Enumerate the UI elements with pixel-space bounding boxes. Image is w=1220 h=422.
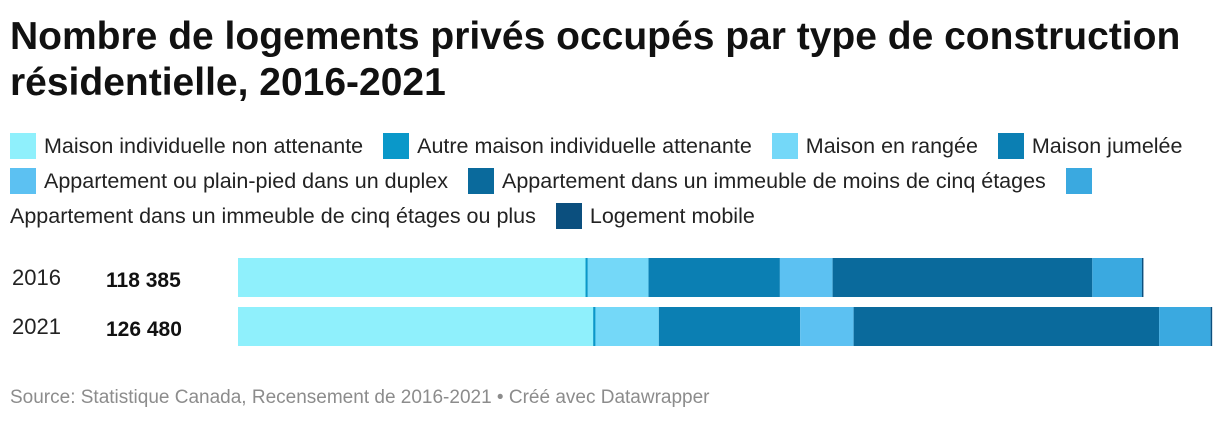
chart-legend: Maison individuelle non attenante Autre … bbox=[10, 129, 1215, 234]
legend-swatch bbox=[468, 168, 494, 194]
legend-label: Maison jumelée bbox=[1031, 134, 1183, 158]
legend-swatch bbox=[1065, 168, 1092, 194]
bar-segment bbox=[853, 307, 1160, 346]
legend-item: Maison jumelée bbox=[997, 133, 1183, 159]
legend-label: Appartement ou plain-pied dans un duplex bbox=[44, 169, 449, 193]
legend-label: Appartement dans un immeuble de moins de… bbox=[502, 169, 1046, 193]
bar-segment bbox=[587, 258, 649, 297]
legend-swatch bbox=[10, 133, 36, 159]
bar-segment bbox=[1141, 258, 1144, 297]
bar-segment bbox=[238, 258, 586, 297]
bar-segment bbox=[1092, 258, 1142, 297]
legend-swatch bbox=[771, 133, 798, 159]
bar-segment bbox=[648, 258, 780, 297]
bar-segment bbox=[593, 307, 596, 346]
legend-swatch bbox=[10, 168, 36, 194]
stacked-bar-chart: 2016 118 385 2021 126 480 bbox=[12, 258, 1213, 346]
legend-swatch bbox=[383, 133, 410, 159]
legend-item: Appartement dans un immeuble de moins de… bbox=[468, 168, 1046, 194]
legend-item: Autre maison individuelle attenante bbox=[383, 133, 752, 159]
chart-title: Nombre de logements privés occupés par t… bbox=[10, 15, 1181, 104]
category-label: 2016 bbox=[12, 265, 61, 290]
bar-segment bbox=[238, 307, 594, 346]
legend-item: Appartement ou plain-pied dans un duplex bbox=[10, 168, 449, 194]
legend-item: Maison individuelle non attenante bbox=[10, 133, 364, 159]
legend-label: Maison en rangée bbox=[805, 134, 978, 158]
legend-swatch bbox=[997, 133, 1024, 159]
total-label: 118 385 bbox=[106, 269, 181, 292]
category-label: 2021 bbox=[12, 314, 61, 339]
bar-segment bbox=[800, 307, 854, 346]
legend-label: Autre maison individuelle attenante bbox=[417, 134, 752, 158]
legend-item: Maison en rangée bbox=[771, 133, 978, 159]
legend-label: Maison individuelle non attenante bbox=[44, 134, 364, 158]
legend-swatch bbox=[555, 203, 582, 229]
legend-item: Logement mobile bbox=[555, 203, 755, 229]
bar-segment bbox=[779, 258, 833, 297]
legend-label: Appartement dans un immeuble de cinq éta… bbox=[10, 204, 536, 228]
bar-segment bbox=[595, 307, 659, 346]
legend-item: Appartement dans un immeuble de cinq éta… bbox=[10, 168, 1100, 228]
bar-segment bbox=[658, 307, 801, 346]
bar-segment bbox=[1210, 307, 1213, 346]
legend-label: Logement mobile bbox=[589, 204, 755, 228]
bar-segment bbox=[1159, 307, 1211, 346]
bar-segment bbox=[832, 258, 1093, 297]
total-label: 126 480 bbox=[106, 318, 182, 341]
source-note: Source: Statistique Canada, Recensement … bbox=[10, 387, 710, 408]
bar-segment bbox=[585, 258, 588, 297]
